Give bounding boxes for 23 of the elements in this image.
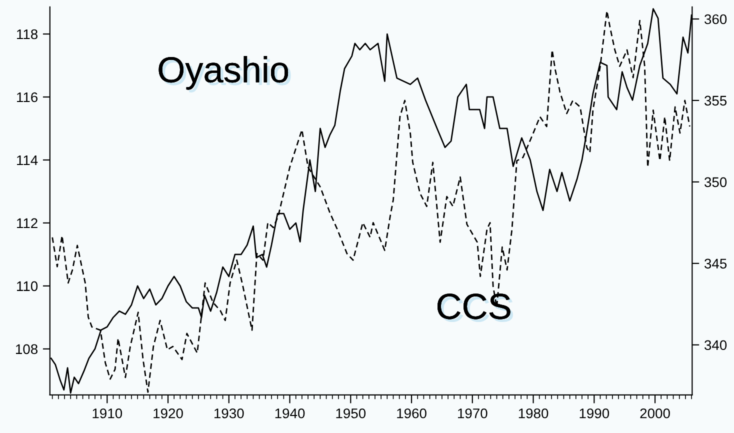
series-label: CCS xyxy=(438,294,514,322)
y2-tick-label: 345 xyxy=(704,258,727,269)
x-tick-label: 1960 xyxy=(397,408,426,418)
x-tick-label: 1970 xyxy=(458,408,488,418)
y-tick-label: 116 xyxy=(17,92,38,102)
x-tick-label: 1940 xyxy=(275,408,305,418)
y2-tick-label: 350 xyxy=(704,177,727,188)
y2-tick-label: 340 xyxy=(704,340,727,350)
x-tick-label: 1920 xyxy=(154,408,183,418)
series-label: Oyashio xyxy=(158,56,291,92)
x-tick-label: 1980 xyxy=(518,408,548,418)
x-tick-label: 1990 xyxy=(580,408,610,418)
x-tick-label: 1910 xyxy=(92,408,122,418)
x-tick-label: 1950 xyxy=(336,408,366,418)
y-tick-label: 114 xyxy=(17,155,38,166)
y-tick-label: 108 xyxy=(16,344,38,354)
y2-tick-label: 360 xyxy=(704,14,727,24)
y-tick-label: 118 xyxy=(17,29,38,40)
x-tick-label: 1930 xyxy=(214,408,244,418)
y2-tick-label: 355 xyxy=(704,96,727,106)
x-tick-label: 2000 xyxy=(640,408,670,418)
y-tick-label: 110 xyxy=(17,281,38,292)
y-tick-label: 112 xyxy=(17,218,38,228)
